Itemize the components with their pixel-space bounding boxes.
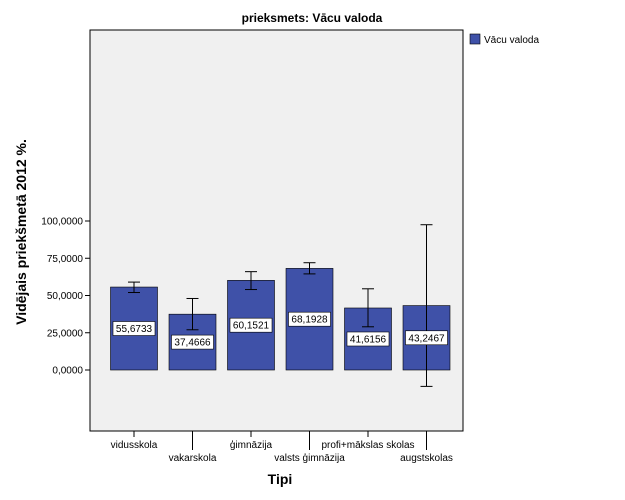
y-tick-label: 0,0000 — [52, 366, 83, 377]
x-tick-label: valsts ģimnāzija — [274, 451, 345, 464]
data-label: 60,1521 — [233, 321, 270, 332]
legend-label: Vācu valoda — [484, 35, 539, 46]
y-tick-label: 25,0000 — [47, 328, 84, 339]
x-tick-label: augstskolas — [400, 453, 453, 464]
bars-layer: 55,6733 37,4666 60,1521 68,1928 41,6156 43,24… — [110, 224, 451, 387]
data-label-box — [405, 330, 448, 346]
data-label: 55,6733 — [116, 324, 153, 335]
x-tick-label: profi+mākslas skolas — [321, 440, 414, 451]
y-tick-label: 100,0000 — [41, 217, 83, 228]
plot-area — [89, 29, 464, 432]
data-label: 37,4666 — [174, 338, 211, 349]
data-label: 41,6156 — [350, 334, 387, 345]
data-label-box — [229, 317, 273, 333]
x-tick-label: ģimnāzija — [230, 438, 273, 451]
x-axis-title: Tipi — [268, 471, 293, 487]
y-tick-label: 75,0000 — [47, 254, 84, 265]
y-axis-title: Vidējais priekšmetā 2012 %. — [13, 139, 29, 325]
data-label-box — [288, 311, 331, 327]
legend-swatch — [469, 33, 481, 45]
data-label: 68,1928 — [291, 315, 328, 326]
data-label-box — [346, 331, 390, 347]
data-label-box — [112, 321, 156, 336]
data-label-box — [171, 334, 214, 350]
y-tick-label: 50,0000 — [47, 291, 84, 302]
chart-title: prieksmets: Vācu valoda — [242, 11, 383, 25]
x-tick-label: vidusskola — [111, 440, 158, 451]
data-label: 43,2467 — [408, 333, 445, 344]
legend: Vācu valoda — [469, 33, 539, 46]
y-axis: 0,0000 25,0000 50,0000 75,0000 100,0000 — [41, 217, 90, 377]
x-tick-label: vakarskola — [169, 453, 217, 464]
